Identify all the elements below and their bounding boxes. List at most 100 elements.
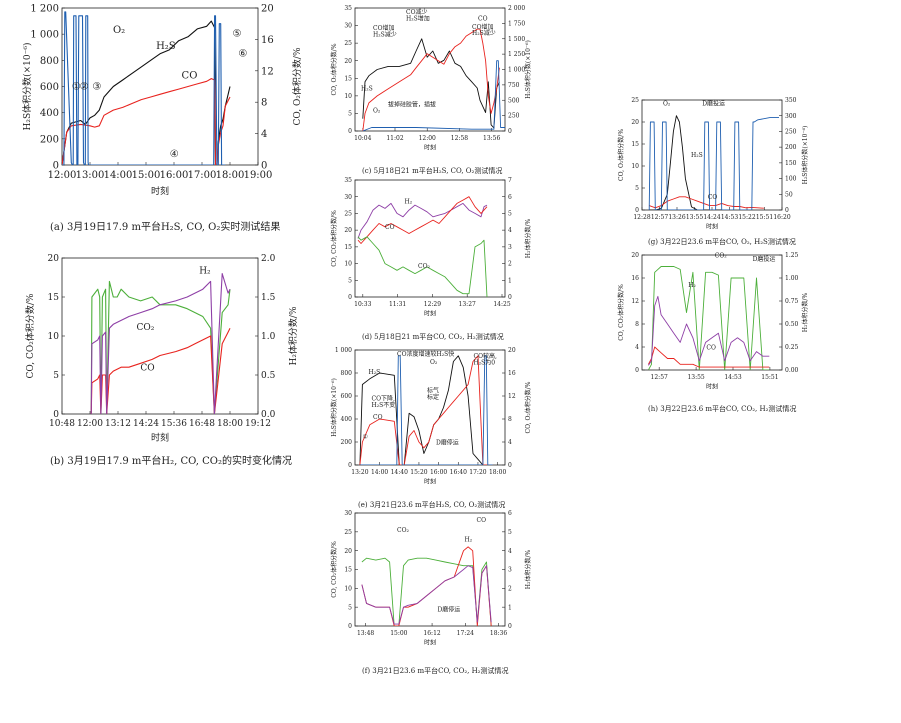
y-right-tick-label: 1.25 (785, 252, 799, 259)
x-tick-label: 14:00 (371, 469, 388, 476)
y-left-tick-label: 400 (341, 416, 353, 423)
y-right-tick-label: 150 (785, 160, 797, 167)
y-right-tick-label: 500 (508, 97, 520, 104)
y-right-tick-label: 300 (785, 113, 797, 120)
series-line-o2 (62, 11, 226, 165)
y-left-tick-label: 20 (48, 254, 60, 264)
chart-panel-e: 13:20 14:00 14:40 15:20 16:00 16:40 17:20 18:00… (320, 340, 540, 500)
chart-annotation: H₂ (405, 198, 413, 205)
x-axis-label: 时刻 (706, 223, 718, 231)
series-line-co2 (648, 266, 770, 370)
y-left-tick-label: 12 (631, 298, 639, 305)
chart-panel-c: 10:04 11:02 12:00 12:58 13:56 0 5 10 15 20 25 30 35 0… (320, 0, 540, 165)
y-left-tick-label: 15 (344, 567, 352, 574)
x-tick-label: 14:53 (724, 374, 741, 381)
chart-annotation: H₂S (369, 369, 381, 376)
x-tick-label: 11:31 (389, 301, 406, 308)
y-right-tick-label: 4 (261, 129, 267, 140)
y-left-tick-label: 20 (631, 252, 639, 259)
plot-frame (354, 512, 506, 627)
chart-annotation: ③ (92, 82, 101, 93)
series-line-o2 (359, 355, 493, 465)
y-left-tick-label: 15 (631, 141, 639, 148)
y-right-tick-label: 12 (261, 66, 274, 77)
chart-annotation: D磨停运 (436, 438, 459, 446)
y-right-axis-label: H₂体积分数/% (524, 550, 532, 590)
y-left-tick-label: 5 (635, 185, 639, 192)
y-right-tick-label: 0.50 (785, 321, 799, 328)
series-line-co2 (361, 557, 492, 626)
chart-panel-b: 10:48 12:00 13:12 14:24 15:36 16:48 18:00 19:12… (0, 240, 300, 460)
y-left-axis-label: H₂S体积分数(×10⁻⁶) (330, 378, 338, 437)
chart-annotation: ① (72, 82, 81, 93)
chart-annotation: CO (373, 414, 383, 421)
caption-e: (e) 3月21日23.6 m平台H₂S, CO, O₂测试情况 (358, 501, 506, 509)
y-right-tick-label: 0.25 (785, 344, 799, 351)
chart-annotation: CO (477, 517, 487, 524)
chart-annotation: CO下降, H₂S不变 (372, 395, 396, 409)
y-right-tick-label: 3 (508, 244, 512, 251)
y-left-tick-label: 0 (348, 623, 352, 630)
series-line-co (362, 28, 500, 131)
y-right-tick-label: 2.0 (261, 254, 276, 264)
y-left-tick-label: 25 (344, 529, 352, 536)
y-left-tick-label: 800 (40, 56, 59, 67)
y-right-tick-label: 0.5 (261, 371, 276, 381)
y-left-tick-label: 20 (344, 548, 352, 555)
y-right-axis-label: H₂体积分数/% (287, 306, 299, 365)
y-right-tick-label: 4 (508, 548, 512, 555)
y-right-axis-label: H₂体积分数/% (524, 219, 532, 259)
y-left-tick-label: 0 (635, 207, 639, 214)
y-left-tick-label: 0 (53, 410, 59, 420)
y-right-tick-label: 750 (508, 82, 520, 89)
y-left-tick-label: 600 (341, 393, 353, 400)
x-axis-label: 时刻 (706, 383, 718, 391)
y-right-tick-label: 8 (508, 416, 512, 423)
y-right-tick-label: 0.0 (261, 410, 276, 420)
x-axis-label: 时刻 (424, 478, 436, 486)
y-left-tick-label: 200 (341, 439, 353, 446)
chart-annotation: CO减少 H₂S增加 (406, 8, 430, 22)
x-tick-label: 16:00 (430, 469, 447, 476)
x-tick-label: 13:55 (686, 214, 703, 221)
y-left-tick-label: 0 (348, 462, 352, 469)
chart-annotation: CO增加 H₂S减少 (472, 23, 496, 37)
x-tick-label: 12:00 (77, 419, 103, 429)
chart-annotation: CO (385, 224, 395, 231)
y-left-tick-label: 5 (53, 371, 59, 381)
chart-d: 10:33 11:31 12:29 13:27 14:25051015202530350… (330, 177, 532, 318)
y-left-tick-label: 0 (348, 294, 352, 301)
x-tick-label: 17:24 (457, 630, 474, 637)
y-right-tick-label: 1.5 (261, 293, 276, 303)
chart-annotation: O₂ (373, 108, 381, 115)
series-line-co (62, 78, 231, 165)
y-right-tick-label: 350 (785, 97, 797, 104)
y-right-tick-label: 0 (508, 294, 512, 301)
chart-annotation: CO增加 H₂S减少 (373, 24, 397, 38)
chart-a: 12:00 13:00 14:00 15:00 16:00 17:00 18:00 19:00… (21, 4, 303, 198)
y-right-tick-label: 1.00 (785, 275, 799, 282)
x-tick-label: 14:00 (104, 170, 133, 181)
chart-panel-d: 10:33 11:31 12:29 13:27 14:25 0 5 10 15 20 25 30 35 0… (320, 172, 540, 332)
y-right-tick-label: 4 (508, 227, 512, 234)
x-tick-label: 12:00 (419, 135, 436, 142)
x-tick-label: 15:00 (132, 170, 161, 181)
chart-panel-a: 12:00 13:00 14:00 15:00 16:00 17:00 18:00 19:00… (0, 0, 303, 230)
chart-annotation: CO (182, 71, 198, 82)
x-tick-label: 15:22 (738, 214, 755, 221)
y-left-tick-label: 5 (348, 277, 352, 284)
x-tick-label: 18:00 (216, 170, 245, 181)
y-right-tick-label: 8 (261, 98, 267, 109)
caption-f: (f) 3月21日23.6 m平台CO, CO₂, H₂测试情况 (362, 667, 509, 675)
x-tick-label: 15:00 (390, 630, 407, 637)
y-left-tick-label: 30 (344, 194, 352, 201)
y-left-axis-label: CO, CO₂体积分数/% (330, 210, 338, 267)
y-left-tick-label: 35 (344, 5, 352, 12)
series-line-co (649, 196, 764, 209)
chart-panel-g: 12:28 12:57 13:26 13:55 14:24 14:53 15:22 15:51… (610, 85, 820, 235)
y-right-tick-label: 16 (508, 370, 516, 377)
y-right-axis-label: H₂S体积分数(×10⁻⁶) (801, 126, 809, 185)
x-axis-label: 时刻 (151, 431, 169, 443)
x-tick-label: 15:20 (410, 469, 427, 476)
chart-annotation: D磨投运 (702, 100, 725, 108)
